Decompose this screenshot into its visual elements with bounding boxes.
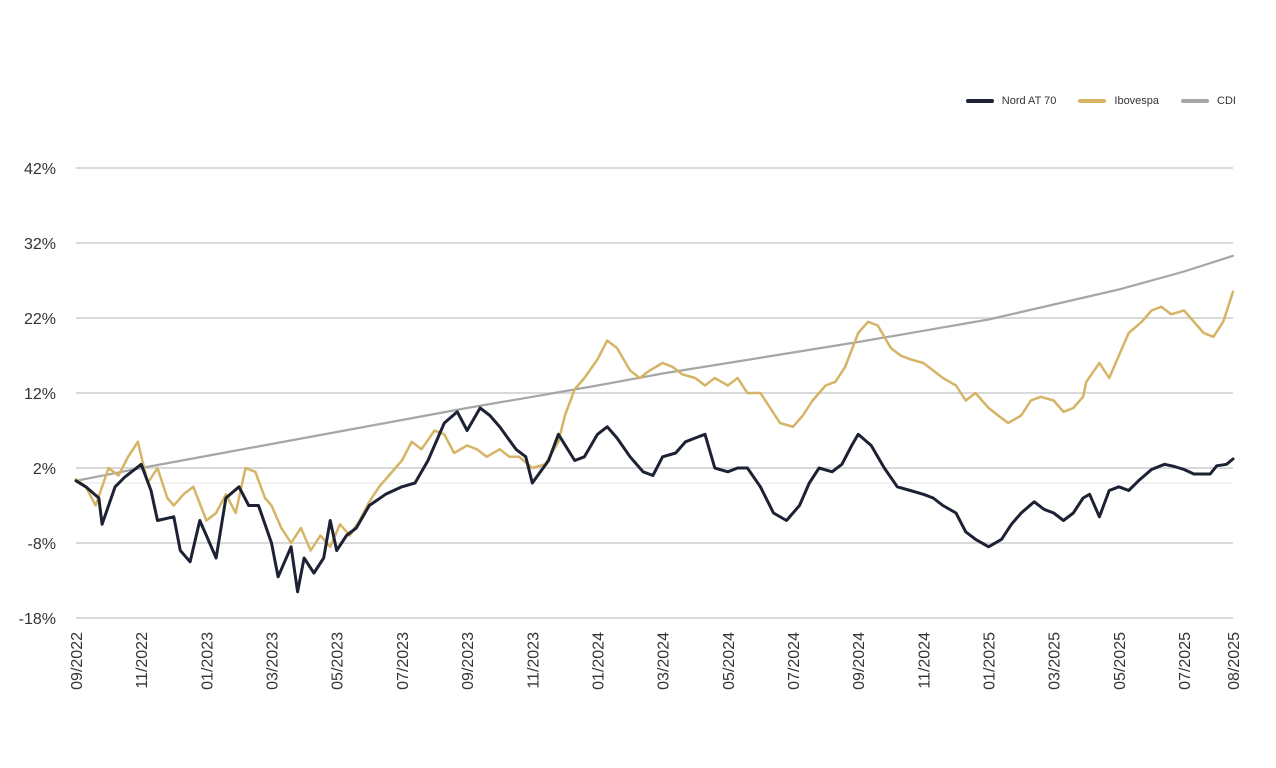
y-tick-label: 22% (24, 311, 56, 328)
chart-legend: Nord AT 70 Ibovespa CDI (965, 95, 1236, 107)
legend-swatch-nord (965, 99, 994, 103)
legend-item-cdi[interactable]: CDI (1181, 95, 1236, 107)
series-line-nord-at-70 (74, 406, 1235, 594)
x-tick-label: 03/2023 (265, 632, 282, 690)
x-tick-label: 08/2025 (1226, 632, 1243, 690)
series-line-cdi (74, 254, 1235, 482)
x-tick-label: 11/2024 (916, 632, 933, 689)
legend-label-ibovespa: Ibovespa (1114, 95, 1160, 107)
x-tick-label: 05/2023 (330, 632, 347, 690)
y-tick-label: 12% (24, 386, 56, 403)
x-tick-label: 07/2023 (395, 632, 412, 690)
x-tick-label: 11/2022 (134, 632, 151, 689)
x-tick-label: 03/2025 (1047, 632, 1064, 690)
x-tick-label: 11/2023 (525, 632, 542, 689)
x-tick-label: 09/2024 (851, 632, 868, 690)
x-tick-label: 09/2023 (460, 632, 477, 690)
x-tick-label: 01/2024 (590, 632, 607, 690)
legend-swatch-cdi (1181, 99, 1210, 103)
x-tick-label: 09/2022 (69, 632, 86, 690)
legend-item-ibovespa[interactable]: Ibovespa (1078, 95, 1159, 107)
series-line-ibovespa (74, 290, 1235, 552)
legend-swatch-ibovespa (1078, 99, 1107, 103)
x-tick-label: 07/2025 (1177, 632, 1194, 690)
x-tick-label: 03/2024 (656, 632, 673, 690)
y-tick-label: 2% (33, 461, 56, 478)
x-tick-label: 07/2024 (786, 632, 803, 690)
y-tick-label: 32% (24, 236, 56, 253)
legend-label-nord: Nord AT 70 (1001, 95, 1057, 107)
legend-item-nord[interactable]: Nord AT 70 (965, 95, 1057, 107)
x-tick-label: 05/2025 (1112, 632, 1129, 690)
x-tick-label: 05/2024 (721, 632, 738, 690)
y-tick-label: -18% (19, 611, 56, 628)
legend-label-cdi: CDI (1217, 95, 1236, 107)
x-tick-label: 01/2025 (982, 632, 999, 690)
x-tick-label: 01/2023 (199, 632, 216, 690)
y-tick-label: -8% (28, 536, 56, 553)
y-tick-label: 42% (24, 161, 56, 178)
